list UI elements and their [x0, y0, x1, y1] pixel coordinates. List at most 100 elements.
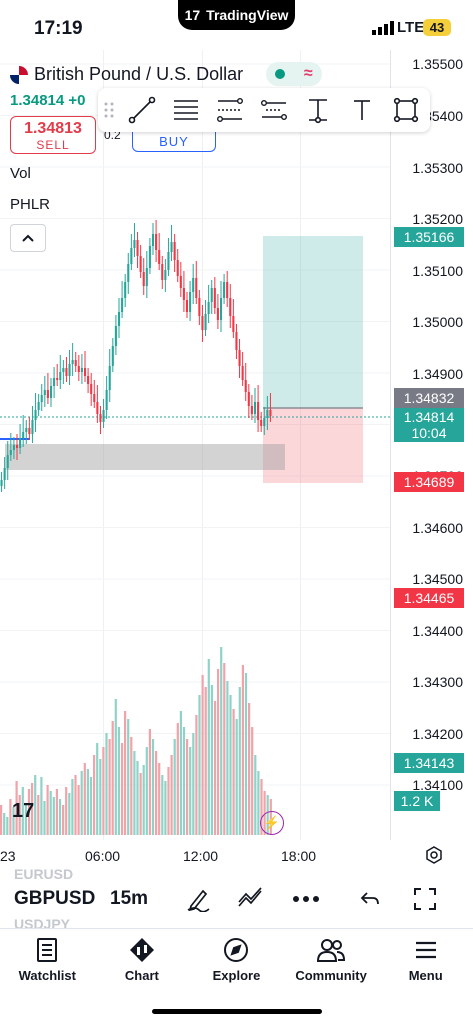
time-axis-label: 18:00	[281, 848, 317, 864]
volume-bar	[210, 685, 213, 835]
candle-body	[130, 248, 133, 264]
tab-community[interactable]: Community	[284, 929, 379, 991]
volume-bar	[213, 701, 217, 835]
candle-body	[114, 326, 117, 346]
volume-bar	[244, 673, 248, 835]
supply-demand-zone	[5, 444, 285, 470]
volume-bar	[34, 775, 37, 835]
candle-body	[87, 376, 90, 384]
candle-body	[83, 368, 87, 376]
candle-body	[198, 298, 201, 316]
sell-button[interactable]: 1.34813 SELL	[10, 116, 96, 154]
candle-body	[9, 450, 12, 455]
tab-explore[interactable]: Explore	[189, 929, 284, 991]
position-loss-zone	[263, 408, 363, 483]
grid-line	[300, 50, 301, 840]
candle-body	[229, 298, 232, 316]
volume-bar	[207, 659, 210, 835]
volume-bar	[235, 719, 238, 835]
candle-body	[176, 260, 179, 276]
candle-body	[155, 234, 158, 250]
tab-label: Menu	[408, 968, 443, 983]
volume-bar	[114, 699, 117, 835]
volume-bar	[46, 785, 49, 835]
volume-bar	[31, 783, 34, 835]
candle-body	[192, 278, 195, 292]
candle-body	[3, 468, 6, 480]
trend-line-icon[interactable]	[120, 88, 164, 132]
tradingview-pill-label: TradingView	[206, 7, 289, 23]
symbol-header[interactable]: British Pound / U.S. Dollar	[10, 64, 243, 85]
symbol-selector[interactable]: GBPUSD	[14, 888, 96, 909]
candle-body	[6, 455, 9, 468]
volume-bar	[136, 761, 139, 835]
tradingview-logo-icon: 17	[184, 7, 201, 23]
horizontal-lines-icon[interactable]	[164, 88, 208, 132]
tab-label: Explore	[212, 968, 261, 983]
market-status-toggle[interactable]: ≈	[266, 62, 322, 86]
buy-button[interactable]: BUY	[132, 120, 216, 152]
rectangle-tool-icon[interactable]	[384, 88, 428, 132]
parallel-channel-icon[interactable]	[252, 88, 296, 132]
volume-bar	[173, 739, 176, 835]
tab-watchlist[interactable]: Watchlist	[0, 929, 95, 991]
candle-body	[136, 240, 139, 256]
indicators-icon[interactable]	[236, 884, 266, 914]
tab-menu[interactable]: Menu	[378, 929, 473, 991]
volume-bar	[83, 763, 86, 835]
lightning-icon[interactable]: ⚡	[260, 811, 284, 835]
fullscreen-icon[interactable]	[410, 884, 440, 914]
volume-bar	[108, 739, 111, 835]
volume-bar	[120, 743, 124, 835]
candle-body	[96, 402, 99, 414]
volume-bar	[257, 771, 260, 835]
time-axis-label: 06:00	[85, 848, 121, 864]
volume-bar	[6, 817, 9, 835]
more-options-icon[interactable]	[291, 884, 321, 914]
chart-settings-icon[interactable]	[424, 845, 444, 865]
drawing-tools-icon[interactable]	[183, 884, 213, 914]
signal-icon	[372, 21, 394, 35]
price-chart[interactable]	[0, 50, 473, 840]
candle-body	[71, 360, 74, 364]
fib-retracement-icon[interactable]	[208, 88, 252, 132]
buy-label: BUY	[159, 134, 189, 149]
volume-bar	[40, 777, 43, 835]
candle-body	[46, 390, 49, 398]
time-axis-label: 12:00	[183, 848, 219, 864]
chart-area[interactable]: 1.35500 1.35400 1.35300 1.35200 1.35100 …	[0, 50, 473, 840]
price-axis-label: 1.34200	[412, 726, 463, 742]
candle-body	[213, 288, 216, 308]
candle-body	[59, 372, 62, 380]
undo-icon[interactable]	[355, 884, 385, 914]
price-axis-label: 1.34100	[412, 777, 463, 793]
volume-bar	[229, 695, 232, 835]
volume-bar	[71, 779, 74, 835]
drawing-toolbar	[98, 88, 430, 132]
candle-body	[25, 428, 28, 432]
date-price-range-icon[interactable]	[296, 88, 340, 132]
interval-selector[interactable]: 15m	[110, 888, 149, 909]
tab-chart[interactable]: Chart	[95, 929, 190, 991]
drag-handle-icon[interactable]	[98, 88, 120, 132]
target-price-badge: 1.35166	[394, 227, 464, 247]
volume-bar	[201, 675, 204, 835]
phlr-indicator-label[interactable]: PHLR	[10, 196, 51, 213]
candle-body	[145, 268, 148, 286]
candle-body	[77, 366, 80, 372]
volume-bar	[195, 715, 198, 835]
collapse-legend-button[interactable]	[10, 224, 46, 252]
candle-body	[40, 395, 43, 402]
time-axis[interactable]	[0, 842, 473, 868]
community-icon	[317, 939, 346, 962]
volume-bar	[124, 711, 127, 835]
text-tool-icon[interactable]	[340, 88, 384, 132]
volume-indicator-label[interactable]: Vol	[10, 165, 31, 182]
volume-bar	[220, 647, 223, 835]
candle-body	[247, 392, 250, 406]
volume-bar	[254, 755, 257, 835]
last-price-value: 1.34814	[403, 409, 455, 425]
tradingview-pill[interactable]: 17 TradingView	[178, 0, 295, 30]
chevron-up-icon	[22, 234, 34, 242]
candle-body	[161, 264, 164, 280]
